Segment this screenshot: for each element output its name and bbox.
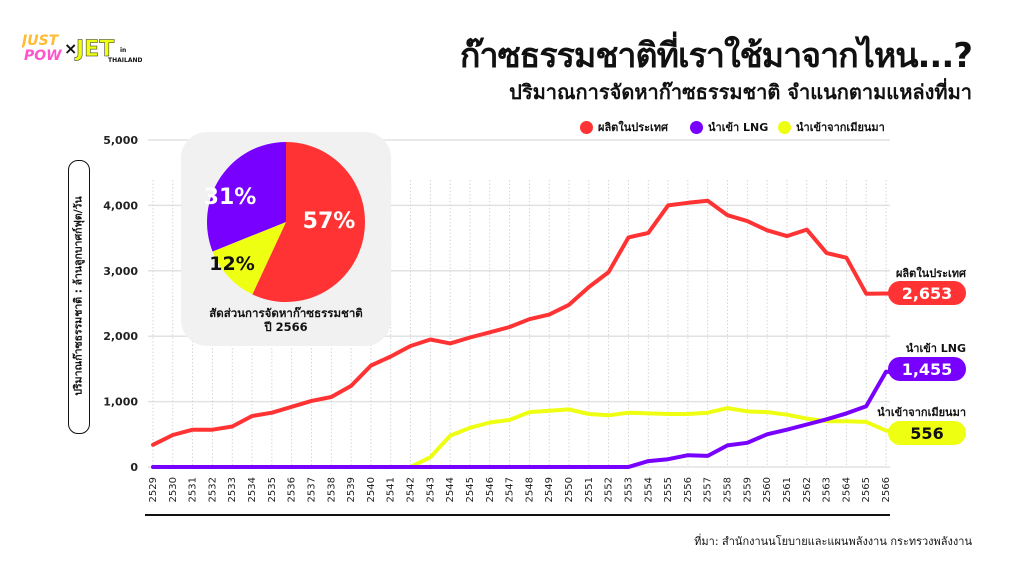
pie-caption-line2: ปี 2566 <box>264 320 308 334</box>
end-label-myanmar-value: 556 <box>888 421 966 445</box>
svg-text:JET: JET <box>74 37 114 62</box>
svg-text:in: in <box>120 47 126 54</box>
x-tick-label: 2542 <box>406 477 417 502</box>
x-tick-label: 2548 <box>524 477 535 502</box>
pie-caption-line1: สัดส่วนการจัดหาก๊าซธรรมชาติ <box>209 306 363 320</box>
x-tick-label: 2533 <box>227 477 238 502</box>
x-tick-label: 2534 <box>247 477 258 502</box>
x-tick-label: 2551 <box>584 477 595 502</box>
legend-item-lng: นำเข้า LNG <box>690 118 768 136</box>
x-tick-label: 2566 <box>881 477 892 502</box>
x-tick-label: 2553 <box>623 477 634 502</box>
x-tick-label: 2538 <box>326 477 337 502</box>
svg-text:×: × <box>64 39 77 58</box>
pie-caption: สัดส่วนการจัดหาก๊าซธรรมชาติ ปี 2566 <box>181 306 391 334</box>
pie-chart: 57% 12% 31% <box>204 142 365 302</box>
x-tick-label: 2560 <box>762 477 773 502</box>
pie-slice <box>252 142 365 302</box>
series-line-2 <box>408 406 888 469</box>
y-tick-label: 4,000 <box>103 199 138 212</box>
x-tick-label: 2549 <box>544 477 555 502</box>
y-tick-label: 1,000 <box>103 396 138 409</box>
x-tick-label: 2544 <box>445 477 456 502</box>
x-tick-label: 2531 <box>188 477 199 502</box>
svg-text:POW: POW <box>24 48 62 64</box>
pie-slice-label: 12% <box>209 253 254 275</box>
x-tick-label: 2556 <box>683 477 694 502</box>
y-axis-label-frame <box>68 160 90 434</box>
legend-item-myanmar: นำเข้าจากเมียนมา <box>778 118 885 136</box>
x-tick-label: 2563 <box>822 477 833 502</box>
legend-label: นำเข้าจากเมียนมา <box>796 121 885 134</box>
y-tick-label: 0 <box>130 461 138 474</box>
pie-slice <box>206 142 286 252</box>
legend-label: ผลิตในประเทศ <box>598 121 669 134</box>
x-tick-label: 2550 <box>564 477 575 502</box>
legend-label: นำเข้า LNG <box>708 121 769 134</box>
x-tick-label: 2536 <box>287 477 298 502</box>
x-tick-label: 2535 <box>267 477 278 502</box>
end-label-lng-name: นำเข้า LNG <box>905 342 966 355</box>
x-tick-label: 2529 <box>148 477 159 502</box>
x-tick-label: 2541 <box>386 477 397 502</box>
x-tick-label: 2558 <box>723 477 734 502</box>
pie-slice-label: 57% <box>303 209 356 234</box>
x-tick-label: 2537 <box>306 477 317 502</box>
pie-slice <box>212 222 286 295</box>
end-label-domestic-name: ผลิตในประเทศ <box>895 267 966 280</box>
x-tick-label: 2543 <box>425 477 436 502</box>
series-line-1 <box>151 369 888 469</box>
x-tick-label: 2540 <box>366 477 377 502</box>
x-tick-label: 2565 <box>861 477 872 502</box>
x-tick-label: 2561 <box>782 477 793 502</box>
x-tick-label: 2557 <box>703 477 714 502</box>
legend-item-domestic: ผลิตในประเทศ <box>580 118 668 136</box>
logo: JUST POW × JET in THAILAND <box>22 33 142 64</box>
x-tick-label: 2554 <box>643 477 654 502</box>
x-tick-label: 2545 <box>465 477 476 502</box>
x-tick-label: 2539 <box>346 477 357 502</box>
x-tick-label: 2530 <box>168 477 179 502</box>
series-line-0 <box>151 198 888 447</box>
x-tick-label: 2559 <box>742 477 753 502</box>
legend-swatch <box>690 120 703 134</box>
end-label-lng-value: 1,455 <box>888 357 966 381</box>
end-label-domestic-value: 2,653 <box>888 281 966 305</box>
x-tick-label: 2532 <box>207 477 218 502</box>
svg-text:JUST: JUST <box>22 33 60 49</box>
x-tick-label: 2564 <box>841 477 852 502</box>
x-tick-label: 2546 <box>485 477 496 502</box>
legend-swatch <box>580 120 593 134</box>
x-tick-label: 2562 <box>802 477 813 502</box>
legend-swatch <box>778 120 791 134</box>
y-tick-label: 3,000 <box>103 265 138 278</box>
page-subtitle: ปริมาณการจัดหาก๊าซธรรมชาติ จำแนกตามแหล่ง… <box>509 80 972 104</box>
x-tick-label: 2552 <box>604 477 615 502</box>
y-tick-label: 2,000 <box>103 330 138 343</box>
page-title: ก๊าซธรรมชาติที่เราใช้มาจากไหน...? <box>459 36 973 76</box>
end-label-myanmar-name: นำเข้าจากเมียนมา <box>877 406 966 419</box>
source-note: ที่มา: สำนักงานนโยบายและแผนพลังงาน กระทร… <box>694 535 972 548</box>
svg-text:THAILAND: THAILAND <box>108 57 142 64</box>
x-tick-label: 2555 <box>663 477 674 502</box>
pie-slice-label: 31% <box>204 185 257 210</box>
x-tick-label: 2547 <box>505 477 516 502</box>
y-tick-label: 5,000 <box>103 134 138 147</box>
